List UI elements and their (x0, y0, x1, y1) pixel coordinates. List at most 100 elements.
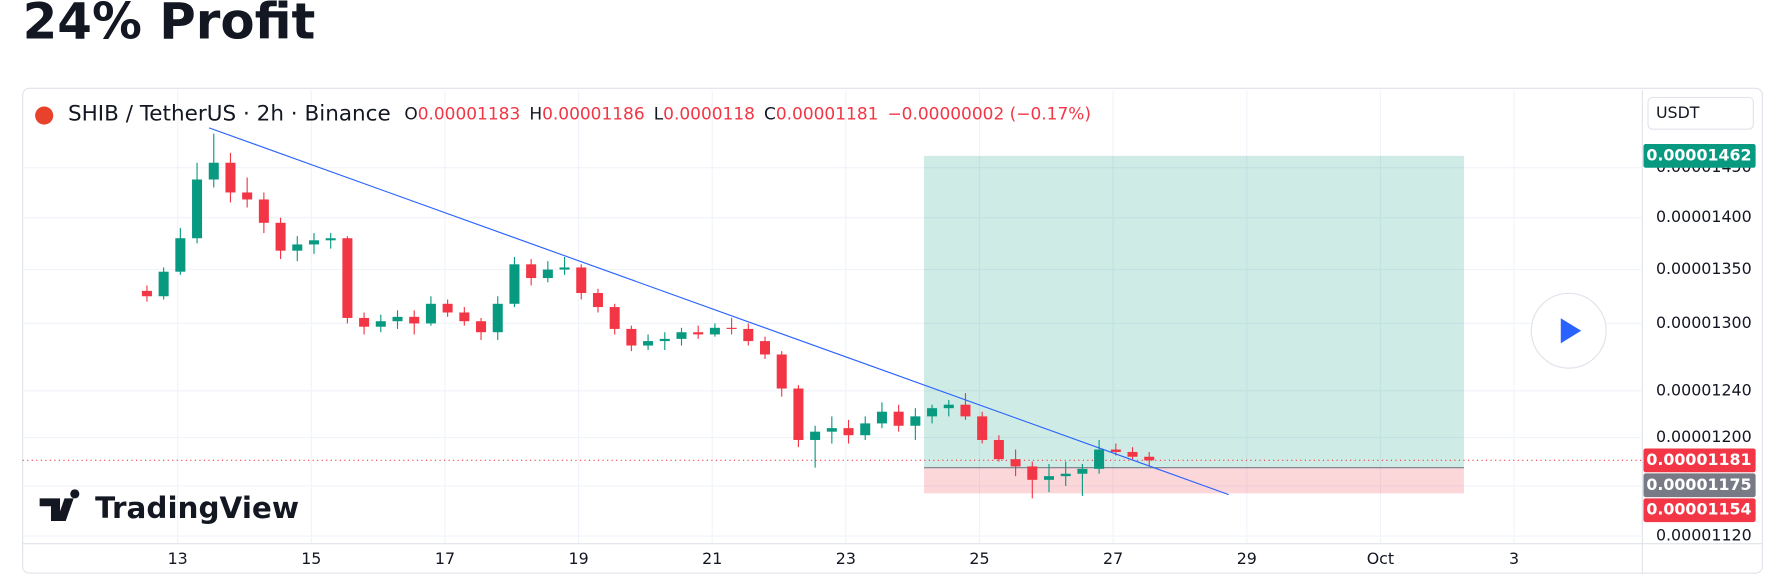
candle-body (826, 428, 837, 432)
profit-zone (924, 155, 1464, 468)
tradingview-logo: TradingView (39, 489, 299, 525)
candle-body (1094, 449, 1105, 469)
candle-body (709, 327, 720, 335)
candle-body (1127, 451, 1138, 457)
candle-body (993, 439, 1004, 460)
candle-body (943, 404, 954, 409)
candle-body (1110, 449, 1121, 452)
x-tick-label: 3 (1509, 549, 1519, 568)
candle-body (258, 199, 269, 223)
candle-body (1027, 466, 1038, 480)
y-tick-label: 0.00001400 (1656, 207, 1752, 226)
candle-body (876, 411, 887, 424)
trend-line (208, 127, 1229, 496)
candle-body (626, 328, 637, 346)
play-button[interactable] (1530, 292, 1607, 369)
candle-body (1060, 473, 1071, 477)
candle-body (459, 312, 470, 322)
price-tag (1643, 498, 1756, 523)
y-tick-label: 0.00001300 (1656, 313, 1752, 332)
candle-body (1043, 476, 1055, 480)
price-tag-label: 0.00001181 (1646, 450, 1751, 469)
candle-body (776, 354, 787, 389)
candle-body (960, 404, 971, 417)
candle-body (242, 192, 253, 200)
ohlc-value: 0.00001186 (542, 104, 645, 124)
symbol-header: SHIB / TetherUS · 2h · Binance O 0.0000118… (35, 101, 1091, 126)
x-tick-label: 13 (168, 549, 188, 568)
ohlc-label: O (404, 104, 417, 124)
candle-body (559, 267, 570, 270)
price-tag-label: 0.00001462 (1646, 145, 1751, 164)
chart-panel (22, 87, 1763, 574)
price-tag (1643, 448, 1756, 473)
x-tick-label: 17 (435, 549, 455, 568)
y-tick-label: 0.00001200 (1656, 427, 1752, 446)
x-tick-label: 21 (702, 549, 722, 568)
plot-area (22, 90, 1763, 574)
candle-body (158, 271, 169, 297)
x-tick-label: 25 (969, 549, 989, 568)
candle-body (375, 321, 386, 327)
logo-text: TradingView (95, 491, 299, 525)
candle-body (1010, 459, 1021, 467)
x-tick-label: 23 (836, 549, 856, 568)
play-icon[interactable] (1560, 318, 1582, 344)
candle-body (425, 303, 436, 324)
candle-body (760, 341, 771, 355)
candle-body (927, 408, 938, 417)
candle-body (509, 264, 520, 304)
logo-icon (39, 489, 80, 522)
candle-body (793, 388, 804, 440)
symbol-icon (35, 106, 54, 125)
candle-body (208, 162, 219, 180)
y-tick-label: 0.00001120 (1656, 526, 1752, 545)
candle-body (359, 317, 370, 327)
candle-body (910, 416, 921, 426)
candle-body (810, 431, 821, 440)
loss-zone (924, 467, 1464, 494)
candle-body (860, 423, 871, 436)
candle-body (275, 222, 286, 251)
header-text: SHIB / TetherUS · 2h · Binance O 0.0000118… (68, 101, 1091, 126)
candle-body (392, 316, 403, 322)
page-title: 24% Profit (23, 0, 316, 50)
candle-body (726, 327, 737, 329)
price-tag-label: 0.00001154 (1646, 500, 1751, 519)
candle-body (609, 307, 620, 329)
candle-body (1144, 456, 1155, 461)
candle-body (409, 316, 420, 324)
candle-body (643, 341, 654, 346)
price-change: −0.00000002 (−0.17%) (887, 104, 1091, 124)
candle-body (659, 338, 670, 342)
candle-body (743, 328, 754, 342)
candle-body (693, 332, 704, 335)
ohlc-value: 0.0000118 (663, 104, 755, 124)
candle-body (592, 293, 603, 308)
y-tick-label: 0.00001350 (1656, 259, 1752, 278)
x-tick-label: 27 (1103, 549, 1123, 568)
y-tick-label: 0.00001240 (1656, 380, 1752, 399)
ohlc-value: 0.00001181 (776, 104, 879, 124)
currency-button[interactable] (1647, 96, 1754, 130)
currency-label[interactable]: USDT (1656, 103, 1700, 122)
candle-body (492, 303, 503, 333)
price-tag-label: 0.00001175 (1646, 475, 1751, 494)
candle-body (308, 240, 319, 245)
candle-body (292, 244, 303, 251)
x-tick-label: 29 (1237, 549, 1257, 568)
candle-body (1077, 468, 1088, 474)
candle-body (576, 267, 587, 294)
candle-body (676, 332, 687, 339)
x-tick-label: 15 (301, 549, 321, 568)
candle-body (977, 416, 988, 440)
candle-body (192, 179, 203, 239)
candle-body (893, 411, 904, 426)
candle-body (225, 162, 236, 193)
price-tag (1643, 143, 1756, 168)
symbol: SHIB / TetherUS · 2h · Binance (68, 101, 391, 126)
candle-body (141, 290, 152, 297)
candle-body (342, 238, 353, 318)
candle-body (175, 238, 186, 272)
